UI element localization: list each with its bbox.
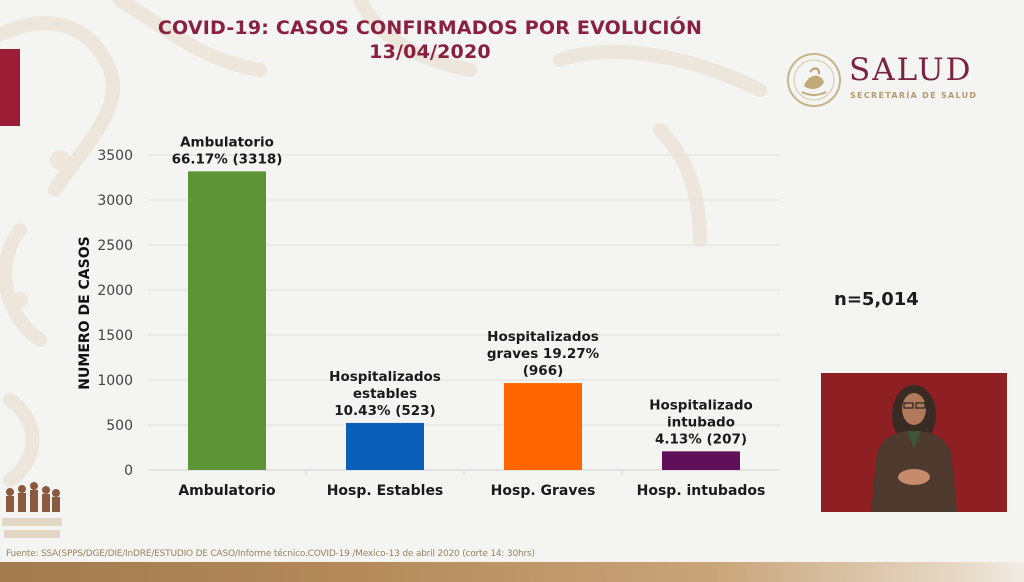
x-tick-label: Hosp. intubados: [637, 483, 766, 499]
y-tick-label: 2000: [97, 283, 133, 299]
y-tick-label: 1500: [97, 328, 133, 344]
data-label-line: intubado: [667, 414, 735, 430]
data-label-line: 4.13% (207): [655, 431, 747, 447]
bar-hosp-intubados: [662, 451, 740, 470]
interpreter-figure: [871, 385, 957, 512]
title-line-1: COVID-19: CASOS CONFIRMADOS POR EVOLUCIÓ…: [157, 17, 703, 39]
salud-wordmark: SALUD: [849, 52, 973, 88]
bar-hosp-estables: [346, 422, 424, 470]
source-citation: Fuente: SSA(SPPS/DGE/DIE/InDRE/ESTUDIO D…: [6, 549, 535, 559]
bar-ambulatorio: [188, 171, 266, 470]
bar-hosp-graves: [504, 383, 582, 470]
heroes-silhouette-icon: [2, 482, 62, 538]
y-tick-label: 0: [124, 463, 133, 479]
y-tick-label: 1000: [97, 373, 133, 389]
y-axis-label: NUMERO DE CASOS: [77, 236, 93, 389]
data-label-line: Ambulatorio: [180, 134, 274, 150]
data-label-line: Hospitalizados: [487, 329, 599, 345]
salud-logo: SALUD SECRETARÍA DE SALUD: [786, 50, 1006, 110]
sign-language-interpreter-video: [821, 373, 1007, 512]
data-label-line: Hospitalizado: [649, 397, 753, 413]
y-tick-label: 3500: [97, 148, 133, 164]
data-label-line: estables: [353, 386, 417, 402]
x-tick-label: Hosp. Estables: [327, 483, 444, 499]
page-title: COVID-19: CASOS CONFIRMADOS POR EVOLUCIÓ…: [100, 16, 760, 64]
salud-subtitle: SECRETARÍA DE SALUD: [850, 91, 978, 100]
mexico-coat-of-arms-seal-icon: [787, 53, 841, 107]
x-tick-label: Hosp. Graves: [491, 483, 596, 499]
title-line-2: 13/04/2020: [369, 41, 491, 63]
data-label-line: graves 19.27%: [487, 346, 600, 362]
x-tick-label: Ambulatorio: [178, 483, 276, 499]
accent-tab: [0, 49, 20, 126]
data-label-line: 66.17% (3318): [172, 151, 283, 167]
total-cases-label: n=5,014: [834, 289, 919, 310]
footer-band: [0, 562, 1024, 582]
y-tick-label: 3000: [97, 193, 133, 209]
data-label-line: (966): [523, 363, 564, 379]
data-label-line: Hospitalizados: [329, 369, 441, 385]
y-tick-label: 500: [106, 418, 133, 434]
y-tick-label: 2500: [97, 238, 133, 254]
data-label-line: 10.43% (523): [334, 403, 435, 419]
